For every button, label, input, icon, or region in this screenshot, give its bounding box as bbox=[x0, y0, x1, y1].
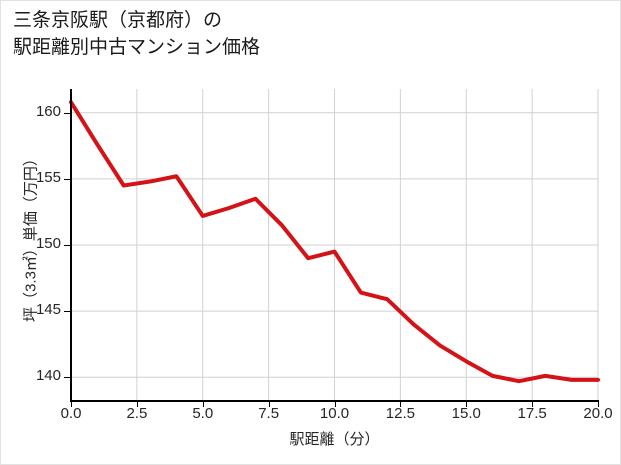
y-tick-label: 155 bbox=[35, 168, 61, 186]
x-tick-label: 7.5 bbox=[258, 405, 280, 422]
chart-title: 三条京阪駅（京都府）の 駅距離別中古マンション価格 bbox=[13, 10, 261, 58]
y-tick-mark bbox=[64, 311, 70, 313]
x-tick-mark bbox=[598, 402, 599, 407]
x-tick-label: 17.5 bbox=[517, 405, 547, 422]
x-tick-mark bbox=[202, 402, 204, 407]
x-tick-mark bbox=[532, 402, 534, 407]
x-tick-mark bbox=[268, 402, 270, 407]
x-tick-label: 2.5 bbox=[126, 405, 148, 422]
x-tick-label: 15.0 bbox=[451, 405, 481, 422]
price-line-series bbox=[69, 100, 600, 384]
y-tick-label: 140 bbox=[35, 367, 61, 385]
x-tick-label: 5.0 bbox=[192, 405, 214, 422]
plot-area bbox=[69, 89, 600, 401]
y-tick-label: 145 bbox=[35, 301, 61, 319]
y-tick-mark bbox=[64, 112, 70, 114]
x-tick-mark bbox=[136, 402, 138, 407]
x-tick-label: 0.0 bbox=[60, 405, 82, 422]
y-tick-mark bbox=[64, 377, 70, 379]
y-tick-mark bbox=[64, 245, 70, 246]
x-tick-mark bbox=[334, 402, 336, 407]
vertical-gridlines bbox=[70, 89, 599, 401]
x-tick-label: 12.5 bbox=[385, 405, 415, 422]
x-axis-line bbox=[70, 400, 599, 402]
x-axis-title: 駅距離（分） bbox=[289, 431, 380, 448]
x-tick-mark bbox=[466, 402, 468, 407]
x-tick-label: 20.0 bbox=[583, 405, 613, 422]
y-tick-label: 160 bbox=[35, 102, 61, 120]
y-tick-mark bbox=[64, 178, 70, 180]
y-tick-label: 150 bbox=[35, 235, 61, 252]
y-axis-title: 坪（3.3㎡）単価（万円） bbox=[22, 151, 40, 322]
line-series-svg bbox=[69, 89, 600, 401]
x-tick-label: 10.0 bbox=[319, 405, 350, 422]
x-tick-mark bbox=[400, 402, 402, 407]
x-tick-mark bbox=[71, 402, 72, 407]
y-axis-line bbox=[70, 89, 72, 402]
